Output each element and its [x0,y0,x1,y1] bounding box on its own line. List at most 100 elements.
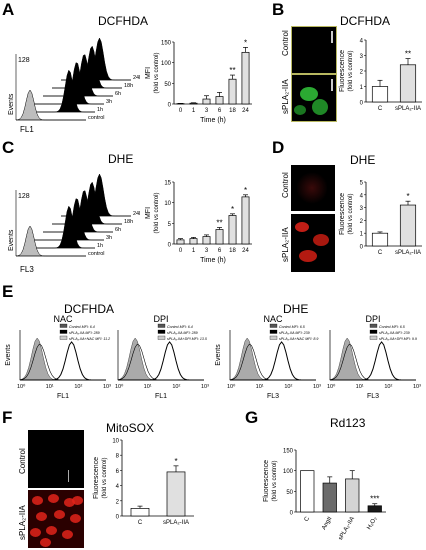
panel-b-spla2-label: sPLA₂-IIA [281,79,290,114]
histogram-series-label: 3h [106,99,112,105]
subplot-x-tick: 10¹ [356,384,364,390]
y-axis-label: MFI [145,67,152,79]
legend-entry: sPLA₂-IIA MFI: 239 [279,331,310,335]
bar [399,64,417,103]
histogram-series-label: 24h [133,75,140,81]
legend-swatch [269,335,278,340]
x-tick-label: AngII [321,516,333,531]
subplot-x-tick: 10² [384,384,392,390]
cell-spot [54,510,65,519]
bar [215,229,224,245]
legend-entry: sPLA₂-IIA MFI: 239 [379,331,410,335]
y-tick-label: 0 [116,515,120,521]
panel-g-title: Rd123 [330,416,366,430]
y-tick-label: 4 [116,484,120,490]
y-tick-label: 1 [360,232,364,238]
legend-swatch [59,329,68,334]
y-tick-label: 4 [360,39,364,45]
y-tick-label: 0 [168,243,172,249]
subplot-xlabel: FL1 [155,393,167,400]
histogram-series-label: 24h [133,211,140,217]
legend-swatch [269,329,278,334]
y-axis-label: Fluorescence [93,457,100,499]
hist-a-ytick: 128 [18,57,30,64]
y-tick-label: 5 [360,181,364,187]
bar [215,96,224,105]
x-tick-label: 0 [179,248,183,254]
hist-c-ytick: 128 [18,193,30,200]
panel-e-group1: DCFHDA [64,302,114,316]
legend-entry: Control MFI: 6.5 [379,325,405,329]
y-axis-label: Fluorescence [263,460,270,502]
y-tick-label: 2 [360,70,364,76]
legend-swatch [269,323,278,328]
panel-f-bar-chart: 0 2 4 6 8 10 C * sPLA₂-IIA Fluorescence (fold vs c… [93,439,194,526]
panel-label-d: D [272,138,285,157]
subplot-x-tick: 10² [284,384,292,390]
bar [367,505,382,513]
panel-b-spla2-image [291,74,337,122]
subplot-x-tick: 10⁰ [17,383,26,390]
y-tick-label: 2 [360,219,364,225]
control-peak [229,337,316,381]
subplot-x-tick: 10¹ [46,384,54,390]
y-tick-label: 3 [360,206,364,212]
legend-entry: sPLA₂-IIA+NAC MFI: 11.2 [69,337,110,341]
x-tick-label: 3 [205,108,209,114]
panel-a-histogram: 128 Events FL1 24h18h6h3h1h control [8,37,140,134]
histogram-series-label: 6h [115,227,121,233]
y-tick-label: 2 [116,499,120,505]
legend-entry: sPLA₂-IIA MFI: 289 [167,331,198,335]
y-tick-label: 0 [360,101,364,107]
histogram-series-label: control [88,115,105,121]
x-tick-label: C [304,515,312,522]
panel-d-spla2-label: sPLA₂-IIA [281,227,290,262]
y-axis-label-2: (fold vs control) [272,460,278,501]
panel-label-g: G [245,408,259,427]
panel-f-spla2-label: sPLA₂-IIA [18,505,27,540]
x-axis-label: Time (h) [200,257,226,264]
histogram-series-label: 18h [124,219,133,225]
x-tick-label: C [138,520,143,526]
x-tick-label: sPLA₂-IIA [338,516,356,542]
subplot-ylabel: Events [5,344,12,366]
y-tick-label: 1 [360,85,364,91]
y-axis-label: MFI [145,207,152,219]
control-peak [19,337,106,381]
x-tick-label: C [378,106,383,112]
cell-spot [30,528,41,537]
y-tick-label: 150 [283,449,294,455]
x-tick-label: C [378,250,383,256]
y-tick-label: 3 [360,54,364,60]
y-tick-label: 15 [164,181,171,187]
y-tick-label: 100 [161,61,172,67]
panel-d-control-label: Control [281,172,290,198]
subplot-x-tick: 10⁰ [115,383,124,390]
y-axis-label-2: (fold vs control) [154,52,160,93]
panel-label-a: A [2,0,15,19]
subplot-xlabel: FL1 [57,393,69,400]
subplot-x-tick: 10² [74,384,82,390]
histogram-series-label: 3h [106,235,112,241]
significance-mark: * [174,457,177,466]
bar [345,478,360,513]
subplot-xlabel: FL3 [267,393,279,400]
histogram-series-label: 6h [115,91,121,97]
legend-swatch [369,323,378,328]
panel-d-control-image [291,165,335,211]
subplot-x-tick: 10³ [313,384,321,390]
significance-mark: *** [370,495,379,504]
spla2-peak [20,341,106,381]
subplot-ylabel: Events [215,344,222,366]
legend-entry: sPLA₂-IIA+DPI MFI: 9.9 [379,337,417,341]
control-peak [329,337,416,381]
panel-f-title: MitoSOX [106,421,155,435]
control-peak [117,337,204,381]
panel-e-group2: DHE [283,302,309,316]
panel-label-c: C [2,138,15,157]
y-tick-label: 10 [164,201,171,207]
cell-spot [32,496,43,505]
y-tick-label: 0 [290,511,294,517]
y-tick-label: 100 [283,469,294,475]
bar [241,51,250,105]
